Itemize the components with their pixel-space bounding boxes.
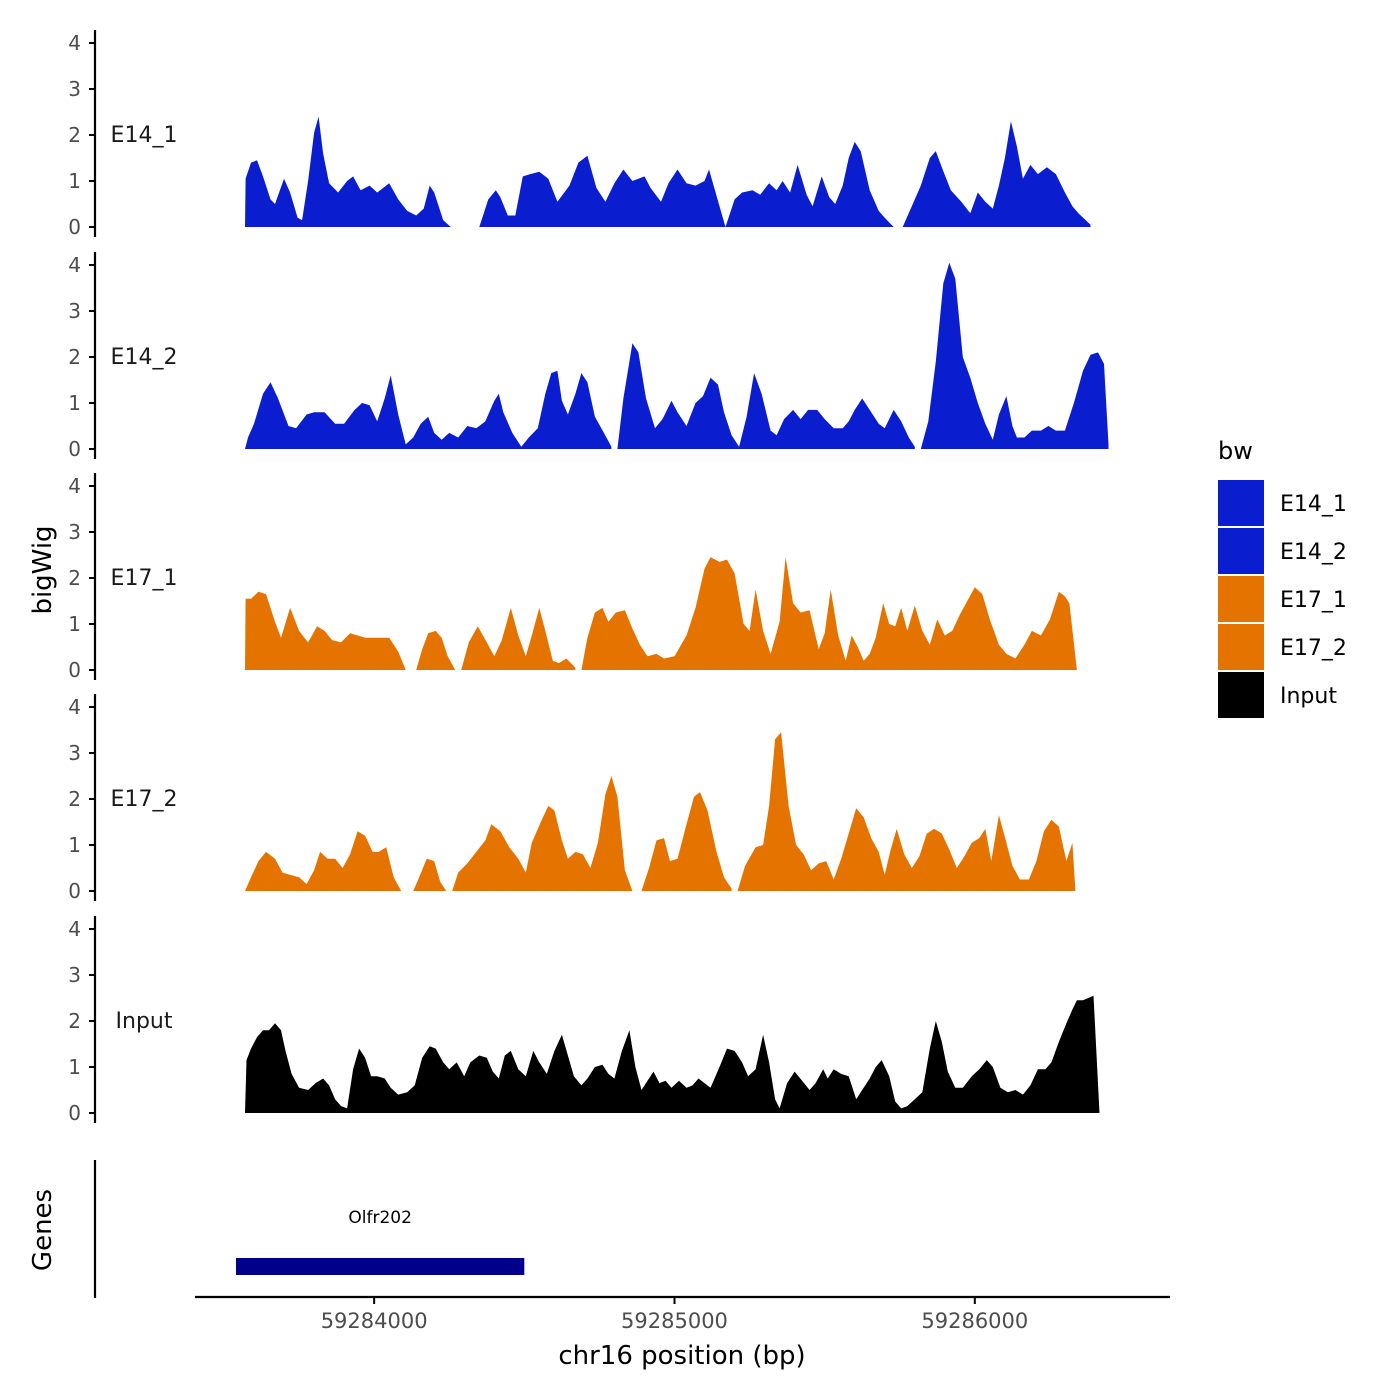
signal-area	[902, 121, 1091, 227]
y-tick-label: 1	[68, 833, 81, 857]
y-tick-label: 2	[68, 566, 81, 590]
y-tick-label: 0	[68, 658, 81, 682]
gene-label: Olfr202	[348, 1208, 412, 1228]
y-tick-label: 2	[68, 345, 81, 369]
legend-label: E17_2	[1280, 636, 1347, 661]
y-tick-label: 0	[68, 437, 81, 461]
track-label: E17_1	[111, 566, 178, 591]
y-tick-label: 3	[68, 520, 81, 544]
legend-swatch	[1218, 528, 1264, 574]
signal-area	[617, 343, 915, 449]
signal-area	[416, 630, 456, 670]
x-tick-label: 59284000	[321, 1309, 428, 1333]
gene-body	[235, 1258, 525, 1275]
y-tick-label: 2	[68, 123, 81, 147]
legend: bw E14_1 E14_2 E17_1 E17_2 Input	[1218, 437, 1347, 718]
track-label: E17_2	[111, 787, 178, 812]
legend-label: E14_1	[1280, 492, 1347, 517]
y-axis-title: bigWig	[28, 525, 58, 614]
legend-swatch	[1218, 480, 1264, 526]
x-tick-label: 59286000	[921, 1309, 1028, 1333]
y-tick-label: 2	[68, 1009, 81, 1033]
y-tick-label: 4	[68, 474, 81, 498]
legend-title: bw	[1218, 437, 1253, 465]
track-input: 0 1 2 3 4 Input	[68, 916, 1100, 1125]
y-tick-label: 3	[68, 741, 81, 765]
y-tick-label: 3	[68, 77, 81, 101]
bigwig-tracks: 0 1 2 3 4 E14_1 0 1 2 3 4 E14_2 0 1 2 3 4 E17_1 0 1 2 3 4 E17_2…	[68, 30, 1109, 1125]
signal-area	[737, 732, 1076, 891]
track-e14-2: 0 1 2 3 4 E14_2	[68, 252, 1109, 461]
legend-label: Input	[1280, 684, 1337, 709]
signal-area	[245, 591, 406, 670]
track-label: E14_2	[111, 345, 178, 370]
y-tick-label: 4	[68, 695, 81, 719]
x-axis-title: chr16 position (bp)	[558, 1341, 805, 1371]
signal-area	[725, 141, 894, 227]
genes-track: Olfr202	[93, 1160, 525, 1298]
signal-area	[581, 557, 1077, 670]
signal-area	[245, 995, 1100, 1113]
signal-area	[641, 792, 732, 891]
y-tick-label: 1	[68, 1055, 81, 1079]
y-tick-label: 1	[68, 391, 81, 415]
signal-area	[245, 370, 612, 449]
track-e17-1: 0 1 2 3 4 E17_1	[68, 473, 1077, 682]
y-tick-label: 4	[68, 253, 81, 277]
y-tick-label: 0	[68, 215, 81, 239]
track-e17-2: 0 1 2 3 4 E17_2	[68, 694, 1076, 903]
x-axis: 59284000 59285000 59286000	[195, 1295, 1170, 1333]
signal-area	[413, 858, 447, 891]
legend-label: E17_1	[1280, 588, 1347, 613]
track-e14-1: 0 1 2 3 4 E14_1	[68, 30, 1091, 239]
y-tick-label: 4	[68, 31, 81, 55]
legend-swatch	[1218, 672, 1264, 718]
y-tick-label: 3	[68, 963, 81, 987]
legend-swatch	[1218, 576, 1264, 622]
y-tick-label: 0	[68, 1101, 81, 1125]
track-label: Input	[116, 1009, 173, 1034]
y-tick-label: 4	[68, 917, 81, 941]
track-label: E14_1	[111, 123, 178, 148]
y-tick-label: 0	[68, 879, 81, 903]
y-tick-label: 1	[68, 612, 81, 636]
x-tick-label: 59285000	[621, 1309, 728, 1333]
signal-area	[920, 262, 1109, 449]
signal-area	[452, 776, 633, 891]
genes-axis-title: Genes	[28, 1189, 58, 1271]
signal-area	[245, 116, 451, 227]
y-tick-label: 2	[68, 787, 81, 811]
legend-swatch	[1218, 624, 1264, 670]
signal-area	[245, 831, 402, 891]
signal-area	[479, 155, 726, 227]
signal-area	[461, 607, 576, 670]
y-tick-label: 3	[68, 299, 81, 323]
y-tick-label: 1	[68, 169, 81, 193]
legend-label: E14_2	[1280, 540, 1347, 565]
